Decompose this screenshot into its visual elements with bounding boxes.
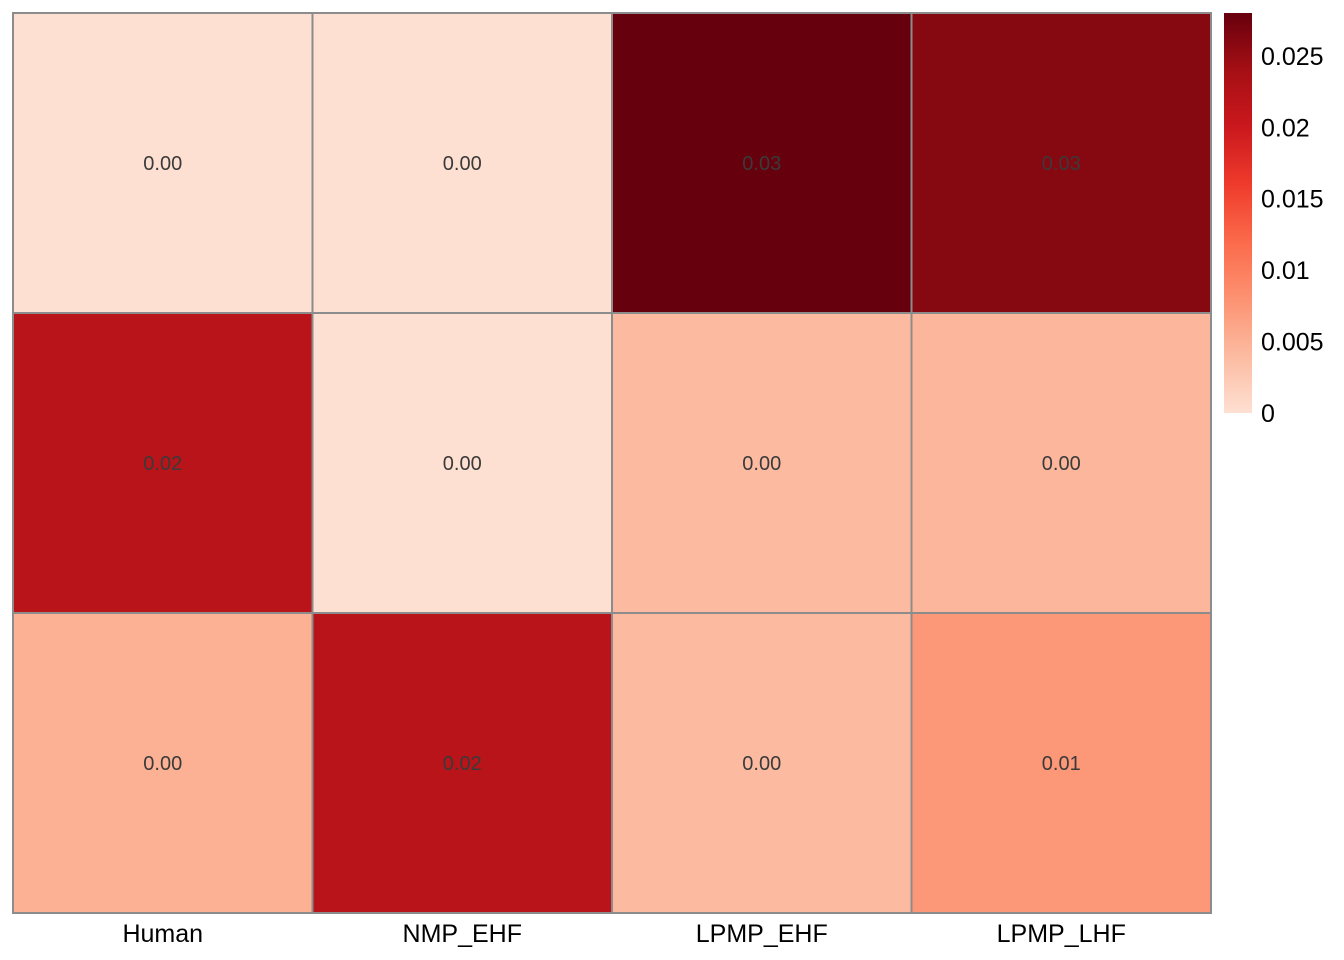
- cell-value-label: 0.00: [742, 453, 781, 475]
- heatmap-cell: [910, 312, 1212, 614]
- heatmap-cell: [12, 312, 314, 614]
- heatmap-cell: [311, 612, 613, 914]
- heatmap-cell: [611, 312, 913, 614]
- cell-value-label: 0.02: [143, 453, 182, 475]
- column-label: LPMP_LHF: [997, 920, 1126, 948]
- cell-value-label: 0.03: [1042, 153, 1081, 175]
- heatmap-cells: 0.00 0.00 0.03 0.03 0.02 0.00 0.00 0.00 0.00 0.02…: [12, 12, 1212, 914]
- column-label: LPMP_EHF: [696, 920, 828, 948]
- cell-value-label: 0.00: [443, 453, 482, 475]
- cell-value-label: 0.00: [143, 753, 182, 775]
- colorbar-tick-label: 0.005: [1261, 329, 1324, 357]
- column-label: NMP_EHF: [403, 920, 522, 948]
- cell-value-label: 0.00: [443, 153, 482, 175]
- cell-value-label: 0.00: [1042, 453, 1081, 475]
- cell-value-label: 0.01: [1042, 753, 1081, 775]
- heatmap-cell: [910, 12, 1212, 314]
- colorbar-ticks: 0 0.005 0.01 0.015 0.02 0.025: [1261, 43, 1324, 428]
- heatmap-cell: [311, 312, 613, 614]
- heatmap-cell: [12, 612, 314, 914]
- cell-value-label: 0.02: [443, 753, 482, 775]
- column-label: Human: [122, 920, 203, 948]
- heatmap-cell: [311, 12, 613, 314]
- colorbar-legend: 0 0.005 0.01 0.015 0.02 0.025: [1224, 13, 1324, 428]
- column-labels: Human NMP_EHF LPMP_EHF LPMP_LHF: [122, 920, 1125, 948]
- heatmap-cell: [12, 12, 314, 314]
- heatmap-cell: [910, 612, 1212, 914]
- colorbar-tick-label: 0.02: [1261, 114, 1310, 142]
- colorbar: [1224, 13, 1252, 413]
- colorbar-tick-label: 0.015: [1261, 186, 1324, 214]
- heatmap-cell: [611, 12, 913, 314]
- colorbar-tick-label: 0.01: [1261, 257, 1310, 285]
- colorbar-tick-label: 0.025: [1261, 43, 1324, 71]
- cell-value-label: 0.03: [742, 153, 781, 175]
- cell-value-label: 0.00: [143, 153, 182, 175]
- cell-value-label: 0.00: [742, 753, 781, 775]
- colorbar-tick-label: 0: [1261, 400, 1275, 428]
